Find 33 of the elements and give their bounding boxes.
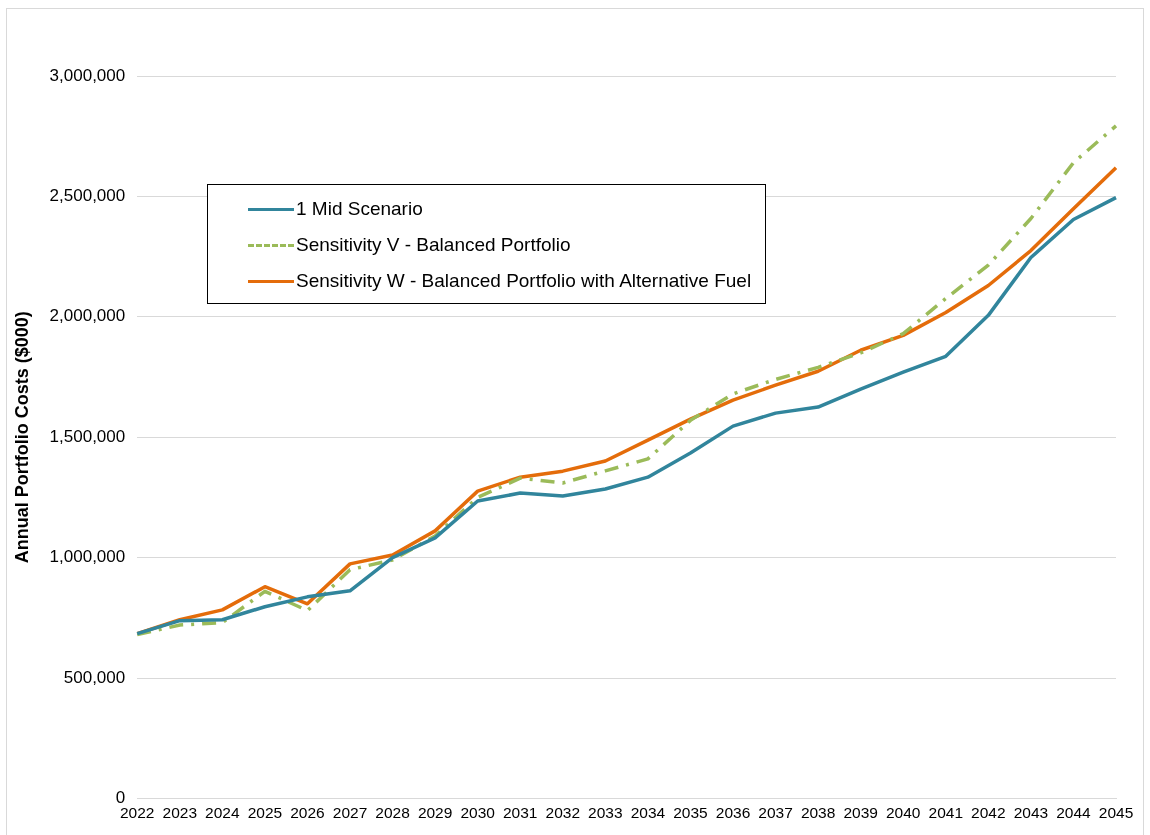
- x-tick-label: 2029: [417, 803, 453, 821]
- x-tick-label: 2042: [971, 803, 1006, 821]
- x-tick-label: 2033: [588, 803, 623, 821]
- x-tick-label: 2025: [247, 803, 283, 821]
- x-tick-label: 2041: [928, 803, 964, 821]
- x-tick-label: 2036: [715, 803, 751, 821]
- x-tick-label: 2037: [758, 803, 793, 821]
- x-tick-label: 2027: [332, 803, 368, 821]
- legend-label: 1 Mid Scenario: [296, 198, 423, 220]
- x-tick-label: 2023: [162, 803, 198, 821]
- x-tick-label: 2031: [502, 803, 538, 821]
- y-tick-label: 1,000,000: [49, 547, 126, 567]
- y-tick-label: 2,500,000: [49, 186, 126, 206]
- y-tick-label: 1,500,000: [49, 426, 126, 446]
- x-tick-label: 2024: [205, 803, 240, 821]
- x-tick-label: 2034: [630, 803, 666, 821]
- x-tick-label: 2038: [800, 803, 836, 821]
- legend-label: Sensitivity W - Balanced Portfolio with Alternative Fuel: [296, 270, 752, 292]
- x-tick-label: 2045: [1098, 803, 1134, 821]
- x-tick-label: 2026: [290, 803, 325, 821]
- legend-label: Sensitivity V - Balanced Portfolio: [296, 234, 571, 256]
- x-tick-label: 2043: [1013, 803, 1049, 821]
- y-tick-label: 2,000,000: [49, 306, 126, 326]
- x-tick-label: 2039: [843, 803, 878, 821]
- y-tick-label: 500,000: [63, 667, 126, 687]
- x-tick-label: 2044: [1056, 803, 1092, 821]
- x-tick-label: 2032: [545, 803, 581, 821]
- x-tick-label: 2040: [885, 803, 921, 821]
- x-tick-label: 2030: [460, 803, 496, 821]
- y-axis-title: Annual Portfolio Costs ($000): [11, 311, 32, 564]
- y-tick-label: 3,000,000: [49, 65, 126, 85]
- x-tick-label: 2035: [673, 803, 708, 821]
- x-tick-label: 2028: [375, 803, 410, 821]
